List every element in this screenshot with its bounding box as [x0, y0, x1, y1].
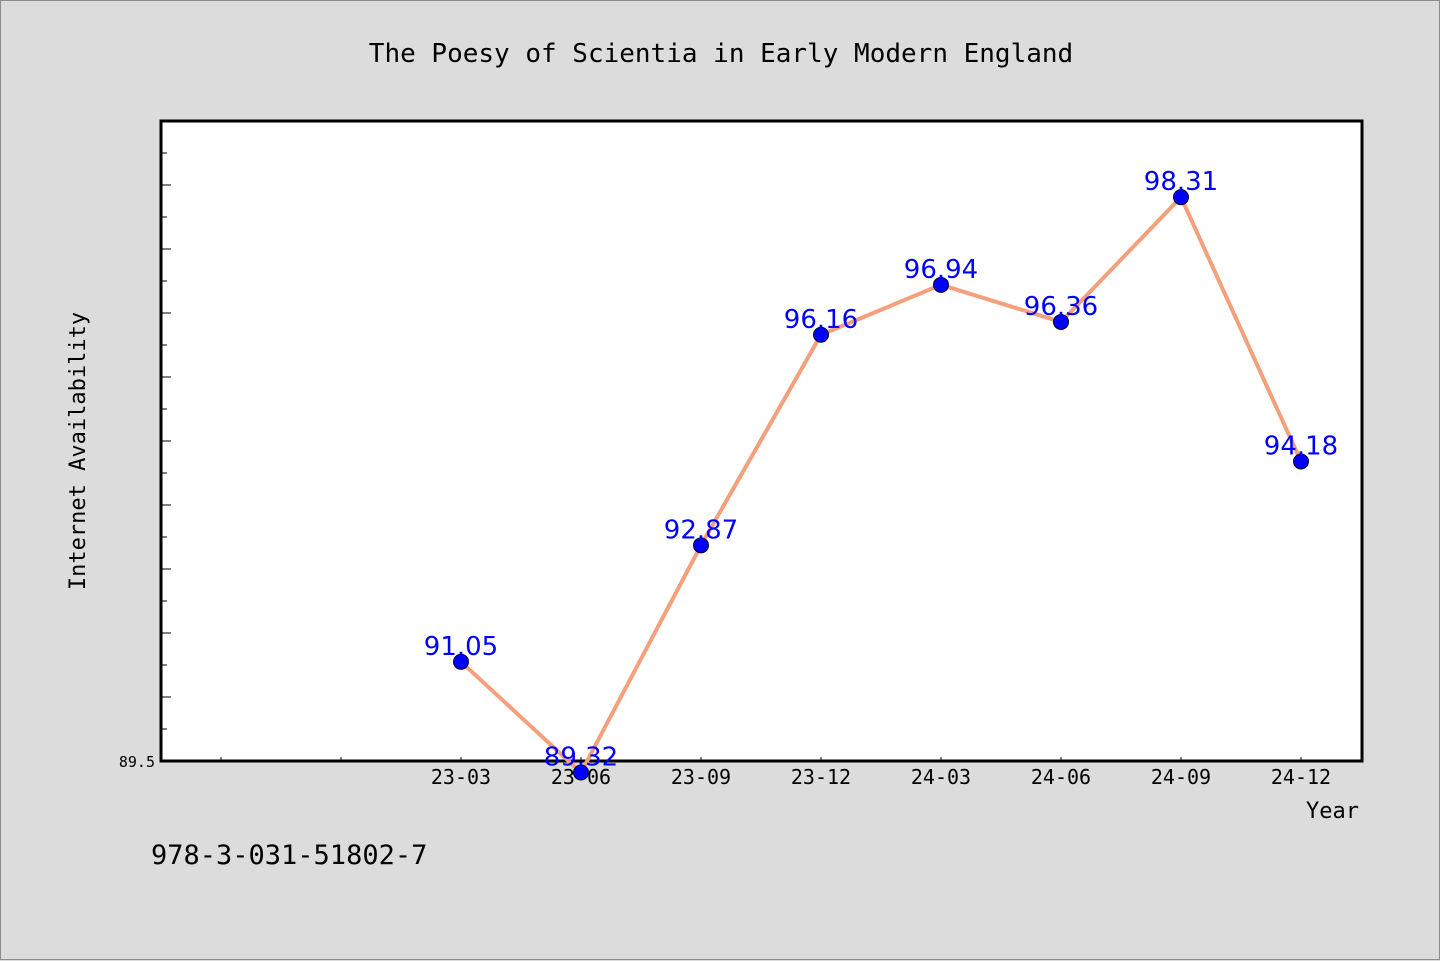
data-label: 96.94 [904, 255, 978, 285]
data-point [1293, 453, 1309, 470]
data-label: 96.36 [1024, 292, 1098, 322]
x-tick-label: 23-12 [791, 765, 851, 789]
x-tick-label: 24-03 [911, 765, 971, 789]
data-point [813, 326, 829, 343]
x-tick-label: 24-12 [1271, 765, 1331, 789]
data-point [453, 653, 469, 670]
y-axis-ticks [161, 120, 171, 762]
x-axis-label: Year [1306, 799, 1359, 824]
x-tick-label: 24-06 [1031, 765, 1091, 789]
chart-title: The Poesy of Scientia in Early Modern En… [369, 39, 1073, 69]
x-tick-label: 23-09 [671, 765, 731, 789]
series-line-layer [459, 195, 1303, 775]
data-point [1173, 189, 1189, 206]
y-tick-label: 89.5 [119, 753, 155, 771]
data-markers-layer [453, 189, 1309, 781]
data-label: 98.31 [1144, 167, 1218, 197]
footer-isbn: 978-3-031-51802-7 [151, 840, 427, 871]
data-label: 94.18 [1264, 431, 1338, 461]
data-label: 91.05 [424, 632, 498, 662]
x-tick-label: 23-03 [431, 765, 491, 789]
data-label: 96.16 [784, 305, 858, 335]
y-axis-label: Internet Availability [66, 312, 91, 590]
data-labels-layer: 91.05 89.32 92.87 96.16 96.94 96.36 98.31 94.18 [424, 167, 1338, 772]
data-label: 92.87 [664, 515, 738, 545]
data-point [693, 537, 709, 554]
data-point [1053, 313, 1069, 330]
series-line [459, 195, 1303, 775]
data-point [933, 276, 949, 293]
data-point [573, 764, 589, 781]
x-tick-label: 24-09 [1151, 765, 1211, 789]
data-label: 89.32 [544, 743, 618, 773]
